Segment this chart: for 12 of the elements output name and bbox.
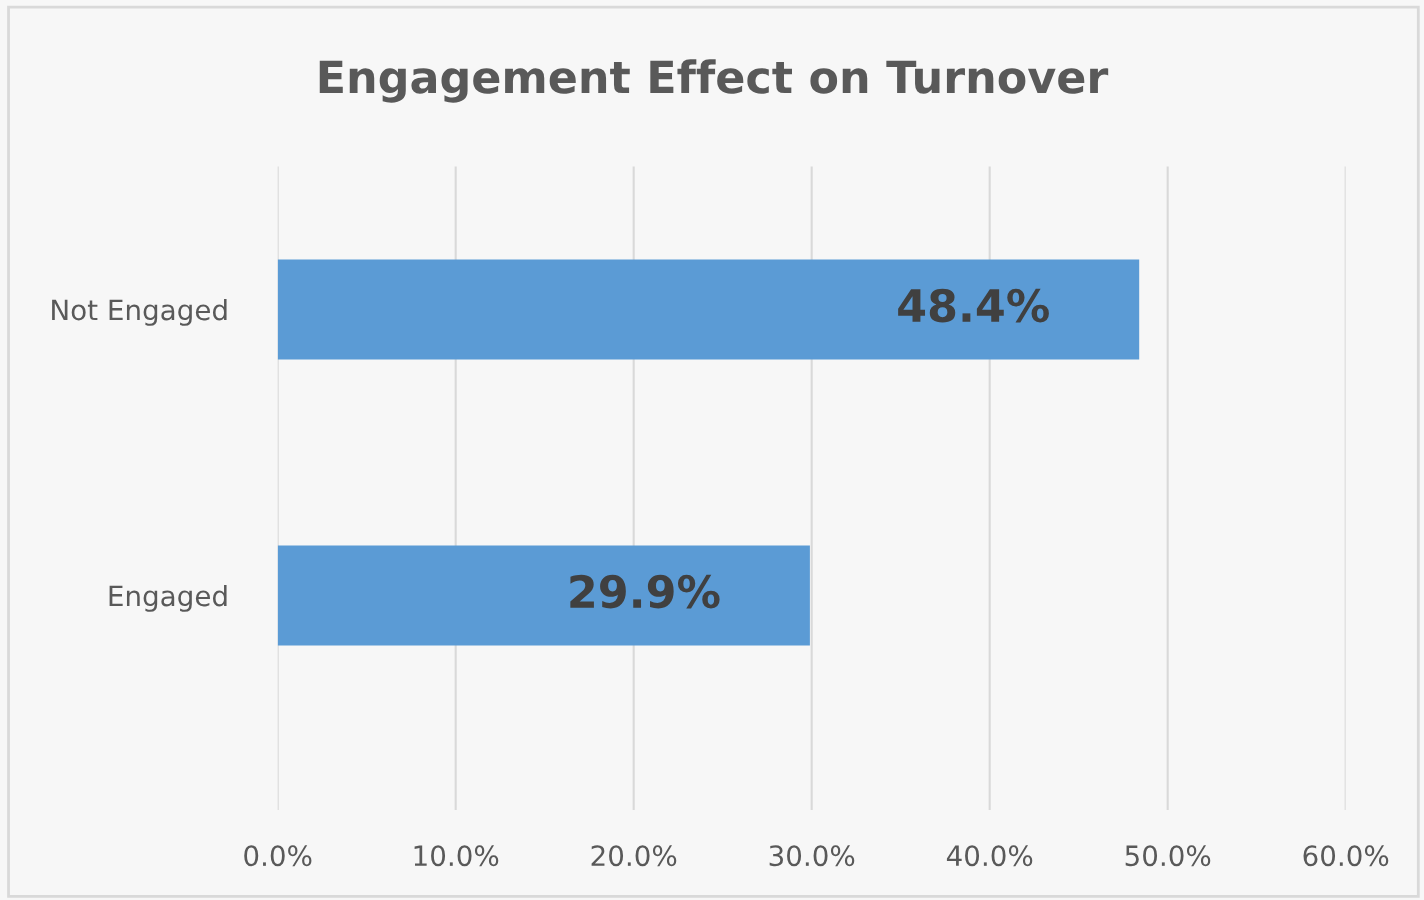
y-tick-label: Not Engaged <box>52 298 227 326</box>
x-tick-label: 50.0% <box>1125 845 1211 867</box>
data-label: 48.4% <box>898 288 1049 323</box>
x-tick-label: 60.0% <box>1303 845 1389 867</box>
x-tick-label: 0.0% <box>244 845 312 867</box>
x-tick-label: 40.0% <box>946 845 1033 867</box>
chart-title: Engagement Effect on Turnover <box>319 59 1109 103</box>
y-tick-label: Engaged <box>109 584 227 612</box>
x-tick-label: 10.0% <box>414 845 499 867</box>
data-label: 29.9% <box>570 574 720 609</box>
x-tick-label: 20.0% <box>591 845 677 867</box>
x-tick-label: 30.0% <box>769 845 855 867</box>
